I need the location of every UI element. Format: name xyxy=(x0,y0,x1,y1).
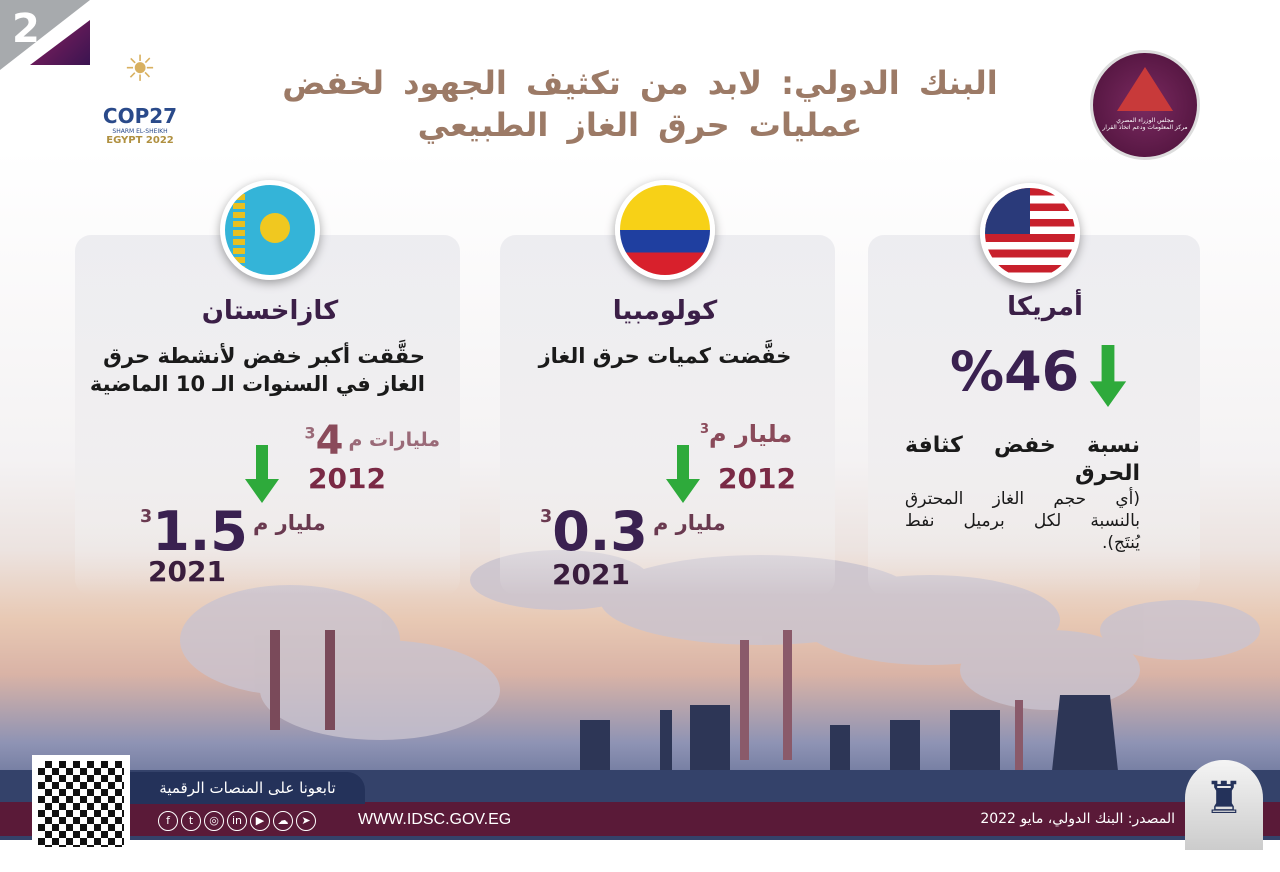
follow-us-label: تابعونا على المنصات الرقمية xyxy=(130,772,365,804)
usa-flag-icon xyxy=(980,183,1080,283)
page-title: البنك الدولي: لابد من تكثيف الجهود لخفض … xyxy=(282,64,998,144)
cop27-logo: ☀ COP27 SHARM EL-SHEIKH EGYPT 2022 xyxy=(100,49,180,147)
qr-code[interactable] xyxy=(32,755,130,853)
eagle-icon: ♜ xyxy=(1204,773,1244,824)
down-arrow-icon xyxy=(1089,345,1127,407)
kazakhstan-2021-value: 3 مليار م 1.5 xyxy=(140,500,326,563)
down-arrow-icon xyxy=(245,445,279,503)
kazakhstan-flag-icon xyxy=(220,180,320,280)
country-name-colombia: كولومبيا xyxy=(612,296,718,326)
youtube-icon[interactable]: ▶ xyxy=(250,811,270,831)
telegram-icon[interactable]: ➤ xyxy=(296,811,316,831)
usa-label: نسبة خفض كثافة الحرق xyxy=(905,433,1140,486)
colombia-year-2012: 2012 xyxy=(718,462,796,495)
kazakhstan-2012-value: 3 مليارات م 4 xyxy=(304,418,440,464)
kazakhstan-description: حقَّقت أكبر خفض لأنشطة حرق الغاز في السن… xyxy=(89,344,425,396)
country-name-usa: أمريكا xyxy=(1007,292,1083,322)
colombia-2021-value: 3 مليار م 0.3 xyxy=(540,500,726,563)
usa-reduction-value: %46 xyxy=(950,340,1080,403)
twitter-icon[interactable]: t xyxy=(181,811,201,831)
usa-note: (أي حجم الغاز المحترق بالنسبة لكل برميل … xyxy=(905,489,1140,553)
colombia-2012-value: 3مليار م xyxy=(700,420,793,448)
page-number: 2 xyxy=(12,6,40,52)
card-usa xyxy=(868,235,1200,595)
kazakhstan-year-2012: 2012 xyxy=(308,462,386,495)
colombia-description: خفَّضت كميات حرق الغاز xyxy=(538,344,792,368)
sun-icon: ☀ xyxy=(123,49,157,90)
country-name-kazakhstan: كازاخستان xyxy=(201,296,339,326)
linkedin-icon[interactable]: in xyxy=(227,811,247,831)
colombia-year-2021: 2021 xyxy=(552,558,630,591)
website-link[interactable]: WWW.IDSC.GOV.EG xyxy=(358,811,512,828)
facebook-icon[interactable]: f xyxy=(158,811,178,831)
idsc-logo: مجلس الوزراء المصري مركز المعلومات ودعم … xyxy=(1090,50,1200,160)
instagram-icon[interactable]: ◎ xyxy=(204,811,224,831)
down-arrow-icon xyxy=(666,445,700,503)
card-colombia xyxy=(500,235,835,595)
egypt-triangle-icon xyxy=(1117,67,1173,111)
soundcloud-icon[interactable]: ☁ xyxy=(273,811,293,831)
source-text: المصدر: البنك الدولي، مايو 2022 xyxy=(980,811,1175,827)
kazakhstan-year-2021: 2021 xyxy=(148,555,226,588)
social-links: f t ◎ in ▶ ☁ ➤ xyxy=(158,809,319,831)
idsc-eagle-logo: ♜ xyxy=(1185,760,1263,850)
card-kazakhstan xyxy=(75,235,460,595)
colombia-flag-icon xyxy=(615,180,715,280)
